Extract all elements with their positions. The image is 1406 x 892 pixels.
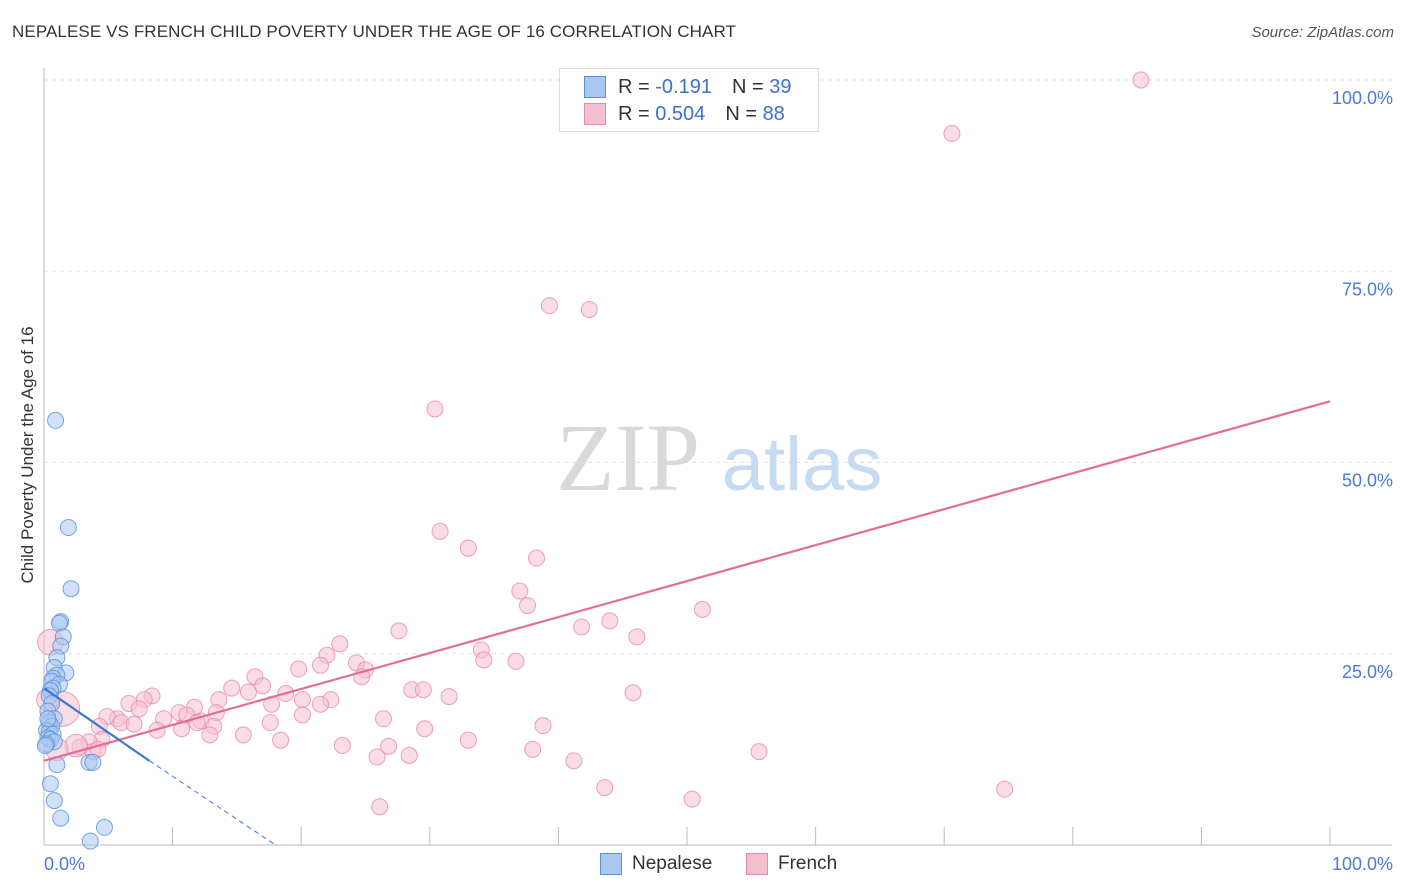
nepalese-trend-line — [43, 687, 151, 762]
french-point — [440, 688, 458, 706]
french-point — [130, 700, 148, 718]
french-point — [431, 522, 449, 540]
french-point — [524, 740, 542, 758]
french-point — [1132, 71, 1150, 89]
french-point — [254, 677, 272, 695]
french-point — [331, 635, 349, 653]
french-point — [534, 717, 552, 735]
nepalese-point — [95, 818, 113, 836]
french-point — [390, 622, 408, 640]
x-tick-label-max: 100.0% — [1332, 854, 1393, 874]
legend-r-label: R = — [618, 102, 650, 125]
french-point — [943, 125, 961, 143]
french-point — [261, 714, 279, 732]
french-point — [683, 790, 701, 808]
bottom-legend-swatch-nepalese — [600, 853, 622, 875]
french-point — [624, 684, 642, 702]
legend-r-value-nepalese: -0.191 — [655, 75, 712, 98]
french-point — [475, 651, 493, 669]
nepalese-point — [47, 411, 65, 429]
french-point — [201, 726, 219, 744]
legend-n-value-french: 88 — [762, 102, 785, 125]
french-point — [400, 746, 418, 764]
french-point — [628, 628, 646, 646]
french-point — [223, 679, 241, 697]
french-point — [375, 710, 393, 728]
french-point — [173, 720, 191, 738]
french-point — [272, 731, 290, 749]
y-tick-label: 50.0% — [1342, 471, 1393, 491]
legend-row-french: R = 0.504 N = 88 — [584, 101, 785, 127]
french-point — [234, 726, 252, 744]
french-point — [414, 681, 432, 699]
nepalese-point — [81, 832, 99, 850]
french-point — [693, 600, 711, 618]
x-tick-label-min: 0.0% — [44, 854, 85, 874]
nepalese-point — [59, 519, 77, 537]
french-point — [311, 695, 329, 713]
legend-r-value-french: 0.504 — [655, 102, 706, 125]
french-point — [996, 780, 1014, 798]
french-point — [565, 752, 583, 770]
french-point — [507, 652, 525, 670]
french-point — [540, 297, 558, 315]
french-point — [333, 737, 351, 755]
french-point — [293, 691, 311, 709]
source-label: Source: ZipAtlas.com — [1251, 24, 1394, 41]
french-point — [371, 798, 389, 816]
french-point — [125, 715, 143, 733]
nepalese-point — [84, 753, 102, 771]
watermark: ZIP atlas — [556, 404, 882, 511]
french-trend-line — [43, 400, 1331, 762]
french-point — [293, 706, 311, 724]
watermark-atlas: atlas — [722, 422, 883, 507]
french-point — [519, 597, 537, 615]
y-tick-label: 75.0% — [1342, 279, 1393, 299]
nepalese-trend-extension — [149, 760, 276, 846]
french-point — [239, 683, 257, 701]
french-point — [416, 720, 434, 738]
bottom-legend-nepalese: Nepalese — [600, 852, 712, 876]
french-point — [511, 582, 529, 600]
bottom-legend-label-nepalese: Nepalese — [632, 853, 713, 874]
french-point — [290, 660, 308, 678]
bottom-legend-swatch-french — [746, 853, 768, 875]
legend-row-nepalese: R = -0.191 N = 39 — [584, 74, 791, 100]
french-point — [750, 743, 768, 761]
french-point — [426, 400, 444, 418]
french-point — [601, 612, 619, 630]
french-point — [596, 779, 614, 797]
french-point — [528, 549, 546, 567]
bottom-legend-french: French — [746, 852, 837, 876]
french-point — [380, 737, 398, 755]
nepalese-point — [41, 775, 59, 793]
legend-swatch-nepalese — [584, 76, 606, 98]
y-tick-label: 25.0% — [1342, 662, 1393, 682]
french-point — [459, 731, 477, 749]
legend-r-label: R = — [618, 75, 650, 98]
legend-n-label: N = — [725, 102, 757, 125]
y-tick-label: 100.0% — [1332, 88, 1393, 108]
correlation-legend: R = -0.191 N = 39 R = 0.504 N = 88 — [559, 68, 819, 132]
legend-swatch-french — [584, 103, 606, 125]
nepalese-point — [39, 710, 57, 728]
french-point — [368, 748, 386, 766]
watermark-zip: ZIP — [556, 404, 700, 511]
french-point — [573, 618, 591, 636]
nepalese-point — [62, 580, 80, 598]
french-point — [580, 301, 598, 318]
nepalese-point — [45, 792, 63, 810]
legend-n-value-nepalese: 39 — [769, 75, 792, 98]
french-point — [459, 539, 477, 557]
french-point — [311, 656, 329, 674]
chart-title: NEPALESE VS FRENCH CHILD POVERTY UNDER T… — [12, 22, 736, 41]
nepalese-point — [52, 809, 70, 827]
legend-n-label: N = — [731, 75, 764, 98]
nepalese-point — [36, 737, 54, 755]
bottom-legend-label-french: French — [778, 853, 838, 874]
